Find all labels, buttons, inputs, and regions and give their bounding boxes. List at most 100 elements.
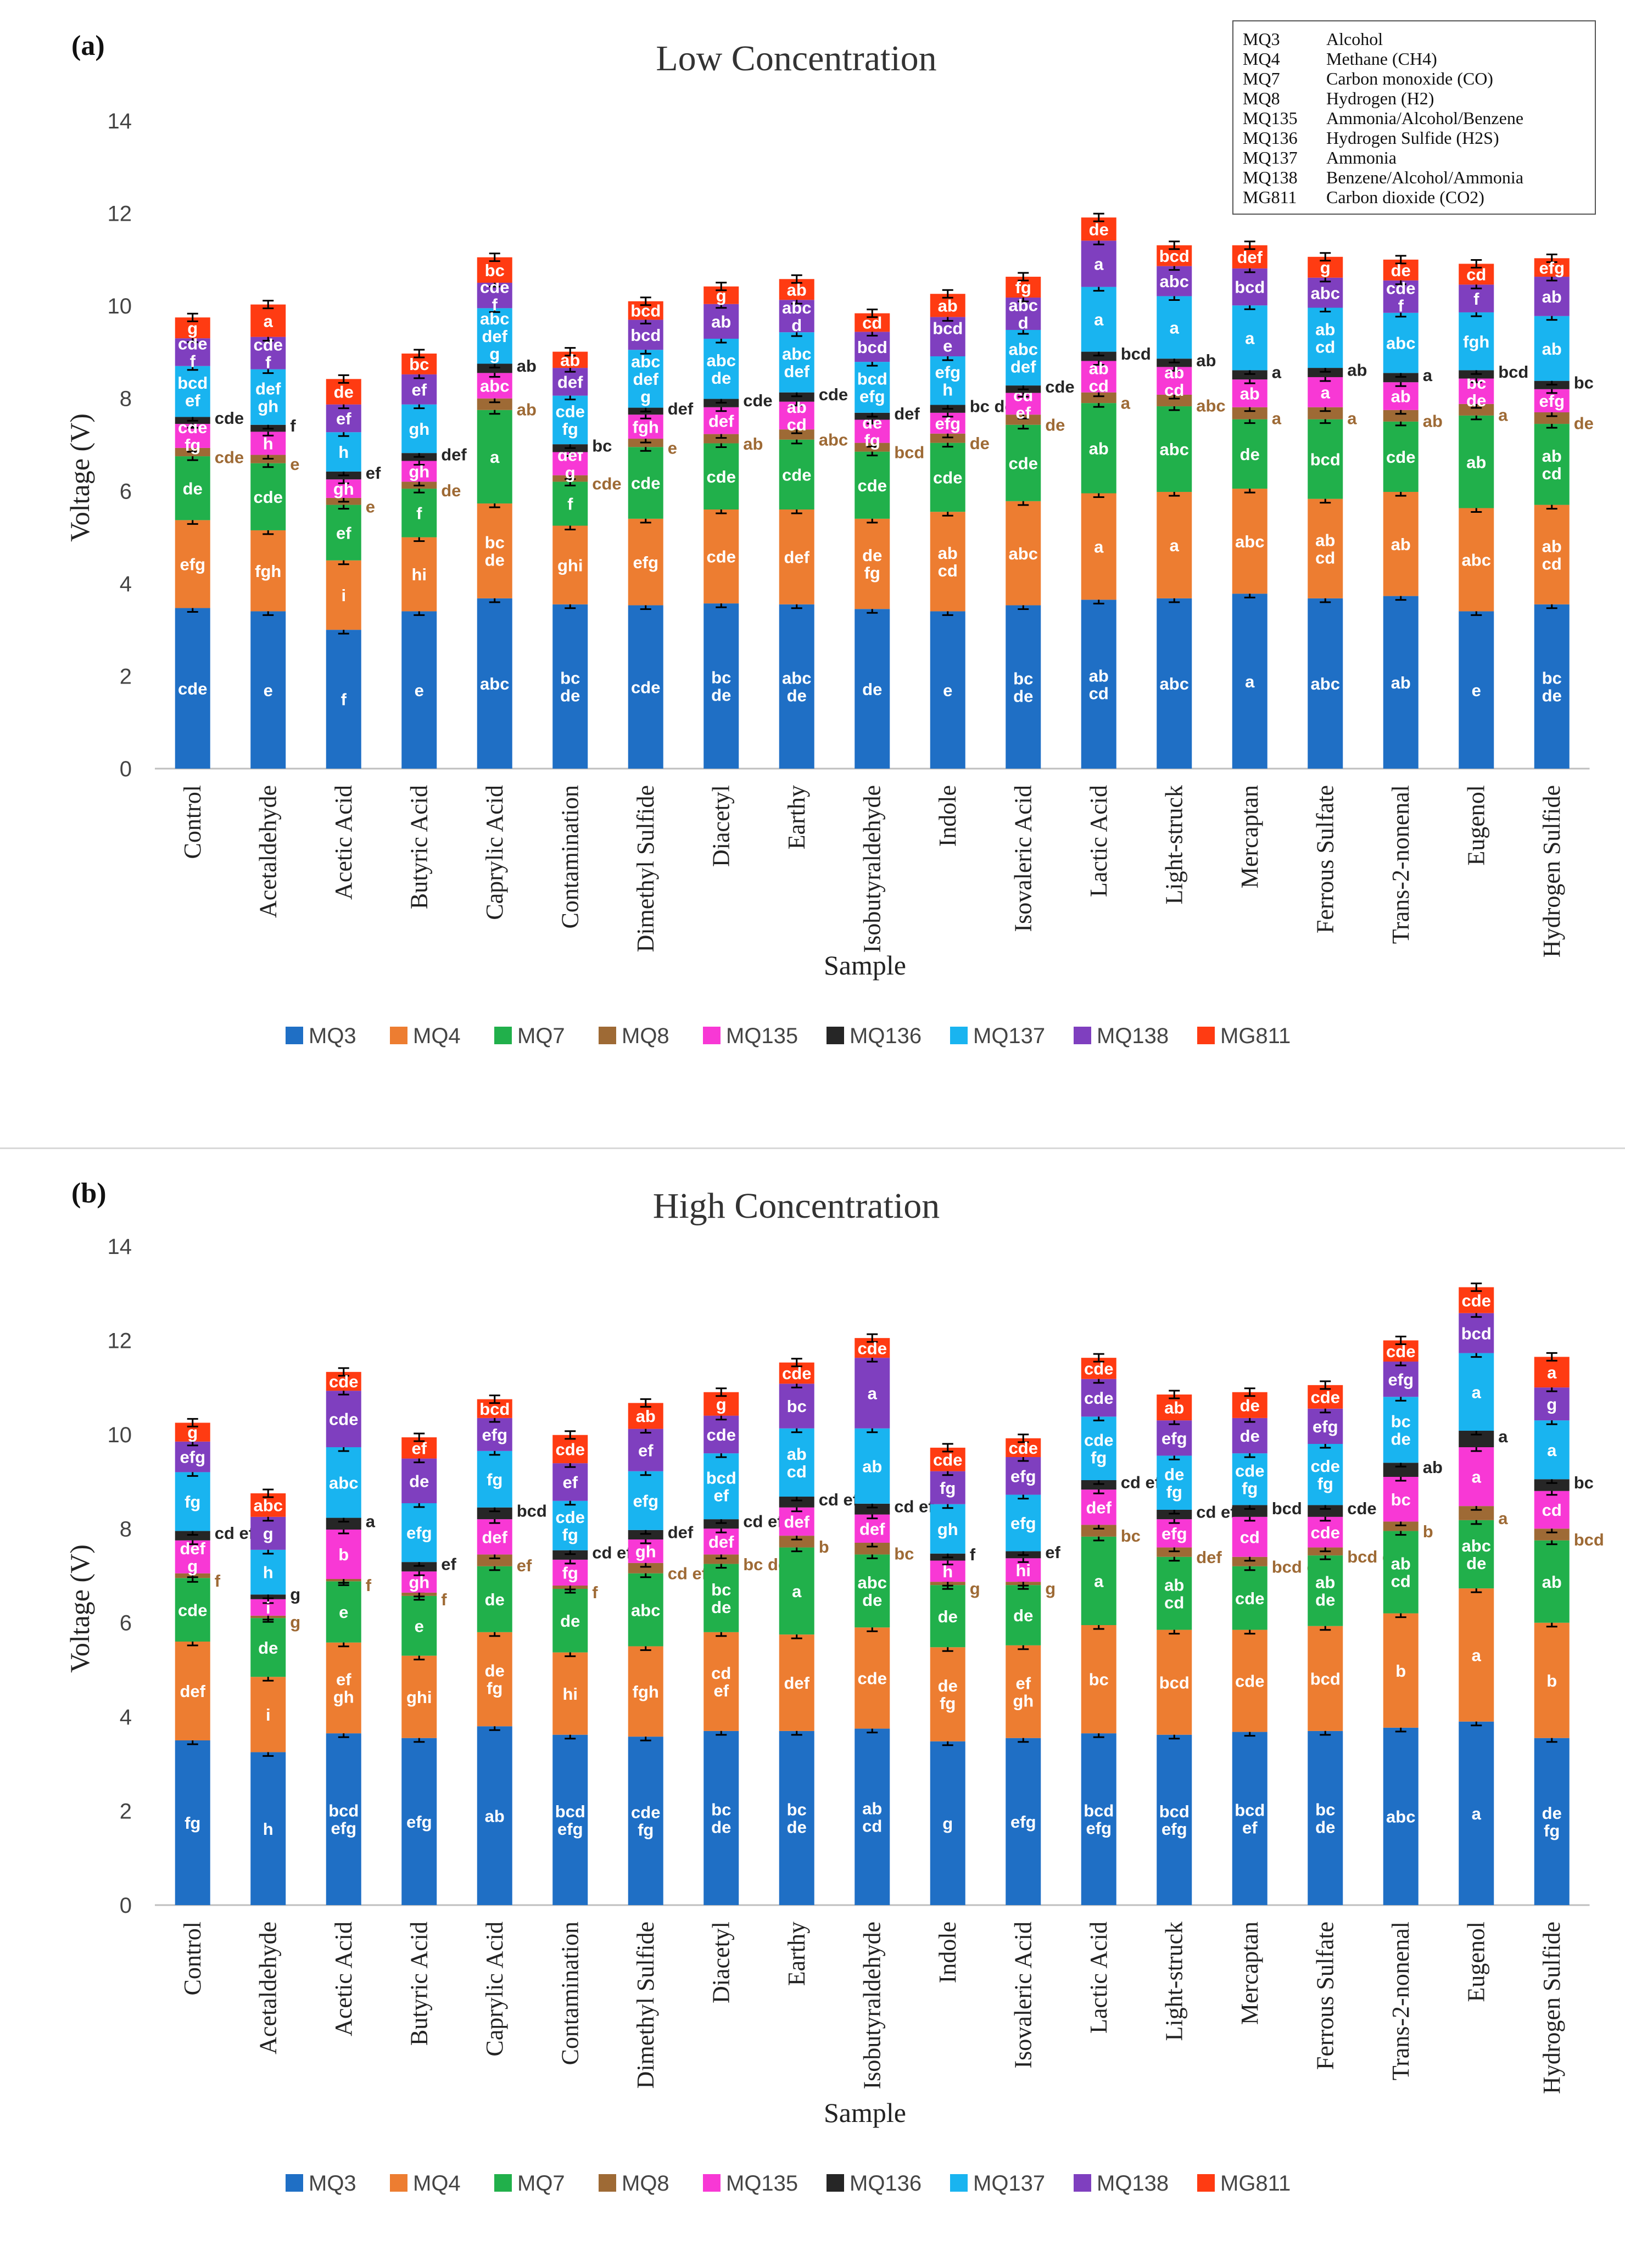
- segment-letter-label: def gh: [255, 379, 281, 416]
- bar-segment-mq137: [855, 362, 890, 413]
- segment-letter-label: b: [1395, 1661, 1406, 1681]
- bar-segment-mq137: [552, 1500, 588, 1550]
- segment-letter-label-mq8: e: [668, 439, 677, 458]
- bar-segment-mq138: [250, 1516, 286, 1550]
- segment-letter-label: ghi: [557, 556, 583, 575]
- legend-swatch-mq138: [1074, 2174, 1091, 2192]
- segment-letter-label: cde: [1009, 1438, 1038, 1458]
- segment-letter-label: abc: [480, 377, 509, 396]
- segment-letter-label: bcd efg: [555, 1802, 585, 1839]
- bar-segment-mq7: [326, 1581, 361, 1643]
- segment-letter-label: cde: [1084, 1388, 1113, 1408]
- segment-letter-label: def: [708, 1532, 734, 1552]
- segment-letter-label: a: [1094, 310, 1104, 329]
- segment-letter-label: de: [334, 383, 354, 402]
- bar-segment-mq138: [175, 1441, 210, 1472]
- x-tick-label: Lactic Acid: [1085, 1922, 1112, 2034]
- segment-letter-label-mq8: def: [1196, 1548, 1222, 1567]
- bar-segment-mq4: [401, 1655, 437, 1738]
- segment-letter-label: bcd: [1461, 1324, 1492, 1343]
- bar-segment-mq3: [1308, 598, 1343, 769]
- segment-letter-label: cde: [858, 1339, 887, 1358]
- bar-segment-mq3: [401, 611, 437, 769]
- bar-segment-mq138: [779, 1384, 814, 1429]
- bar-segment-mq138: [779, 300, 814, 333]
- x-tick-label: Earthy: [783, 1922, 810, 1986]
- bar-segment-mq137: [1308, 307, 1343, 368]
- segment-letter-label: a: [1094, 1572, 1104, 1591]
- x-tick-label: Ferrous Sulfate: [1311, 785, 1338, 933]
- x-tick-label: Ferrous Sulfate: [1311, 1922, 1338, 2070]
- bar-segment-mq8: [1534, 412, 1570, 424]
- bar-segment-mq136: [1232, 1505, 1267, 1517]
- segment-letter-label: def: [708, 411, 734, 430]
- bar-segment-mq4: [1157, 1629, 1192, 1735]
- x-tick-label: Acetic Acid: [330, 785, 357, 900]
- x-tick-label: Caprylic Acid: [481, 785, 508, 920]
- bar-segment-mq137: [1383, 1397, 1419, 1463]
- segment-letter-label: de: [1089, 220, 1109, 239]
- sensor-legend-frame: [1232, 20, 1596, 215]
- segment-letter-label-mq8: bcd: [894, 443, 924, 462]
- legend-label-mq4: MQ4: [413, 1024, 461, 1048]
- segment-letter-label: a: [1472, 1646, 1482, 1665]
- segment-letter-label-mq8: abc: [819, 430, 848, 449]
- segment-letter-label: ef: [336, 409, 351, 428]
- segment-letter-label-mq8: b: [1423, 1522, 1433, 1541]
- segment-letter-label: bc: [1391, 1490, 1411, 1509]
- bar-segment-mq3: [779, 604, 814, 769]
- segment-letter-label-mq136: cd ef: [215, 1524, 255, 1543]
- segment-letter-label: abc: [1311, 674, 1340, 693]
- segment-letter-label: efg: [1539, 391, 1565, 411]
- bar-segment-mq137: [175, 1472, 210, 1531]
- bar-segment-mq4: [1383, 1613, 1419, 1728]
- segment-letter-label: bcd: [1235, 278, 1265, 297]
- bar-segment-mq137: [703, 338, 739, 399]
- legend-label-mq7: MQ7: [517, 1024, 565, 1048]
- segment-letter-label: bcd efg: [1159, 1802, 1190, 1839]
- segment-letter-label-mq136: bc: [592, 436, 612, 455]
- segment-letter-label-mq136: cde: [1045, 377, 1074, 396]
- segment-letter-label-mq8: a: [1121, 393, 1131, 412]
- x-tick-label: Indole: [934, 785, 961, 847]
- panel-separator: [0, 1147, 1625, 1149]
- legend-label-mq3: MQ3: [309, 1024, 356, 1048]
- segment-letter-label: cde: [1235, 1589, 1264, 1608]
- segment-letter-label: ab: [1391, 387, 1411, 406]
- bar-segment-mq136: [326, 1517, 361, 1530]
- segment-letter-label: a: [1245, 328, 1255, 348]
- bar-segment-mq138: [1232, 268, 1267, 306]
- bar-segment-mq138: [703, 1415, 739, 1454]
- bar-segment-mq4: [1157, 491, 1192, 598]
- segment-letter-label-mq8: a: [1498, 1509, 1508, 1528]
- segment-letter-label: e: [943, 681, 952, 700]
- segment-letter-label: cde: [933, 1450, 962, 1469]
- bar-segment-mq3: [703, 603, 739, 769]
- x-tick-label: Hydrogen Sulfide: [1538, 785, 1565, 957]
- bar-segment-mq8: [779, 1536, 814, 1548]
- bar-segment-mq7: [930, 443, 965, 512]
- bar-segment-mq3: [855, 609, 890, 769]
- legend-swatch-mq136: [827, 1027, 844, 1044]
- bar-segment-mq7: [703, 1564, 739, 1632]
- bar-segment-mq7: [1383, 1531, 1419, 1614]
- panel-label: (a): [71, 30, 105, 61]
- segment-letter-label: cde: [329, 1410, 358, 1429]
- segment-letter-label: bc: [409, 355, 429, 374]
- segment-letter-label: ab: [1164, 1398, 1184, 1418]
- x-axis-title: Sample: [824, 2097, 906, 2128]
- bar-segment-mq135: [477, 1519, 512, 1555]
- bar-segment-mq8: [1383, 410, 1419, 422]
- segment-letter-label-mq136: cde: [1347, 1499, 1376, 1518]
- segment-letter-label: def: [784, 1513, 810, 1532]
- bar-segment-mq135: [1534, 1491, 1570, 1529]
- segment-letter-label: bcd efg: [328, 1801, 359, 1838]
